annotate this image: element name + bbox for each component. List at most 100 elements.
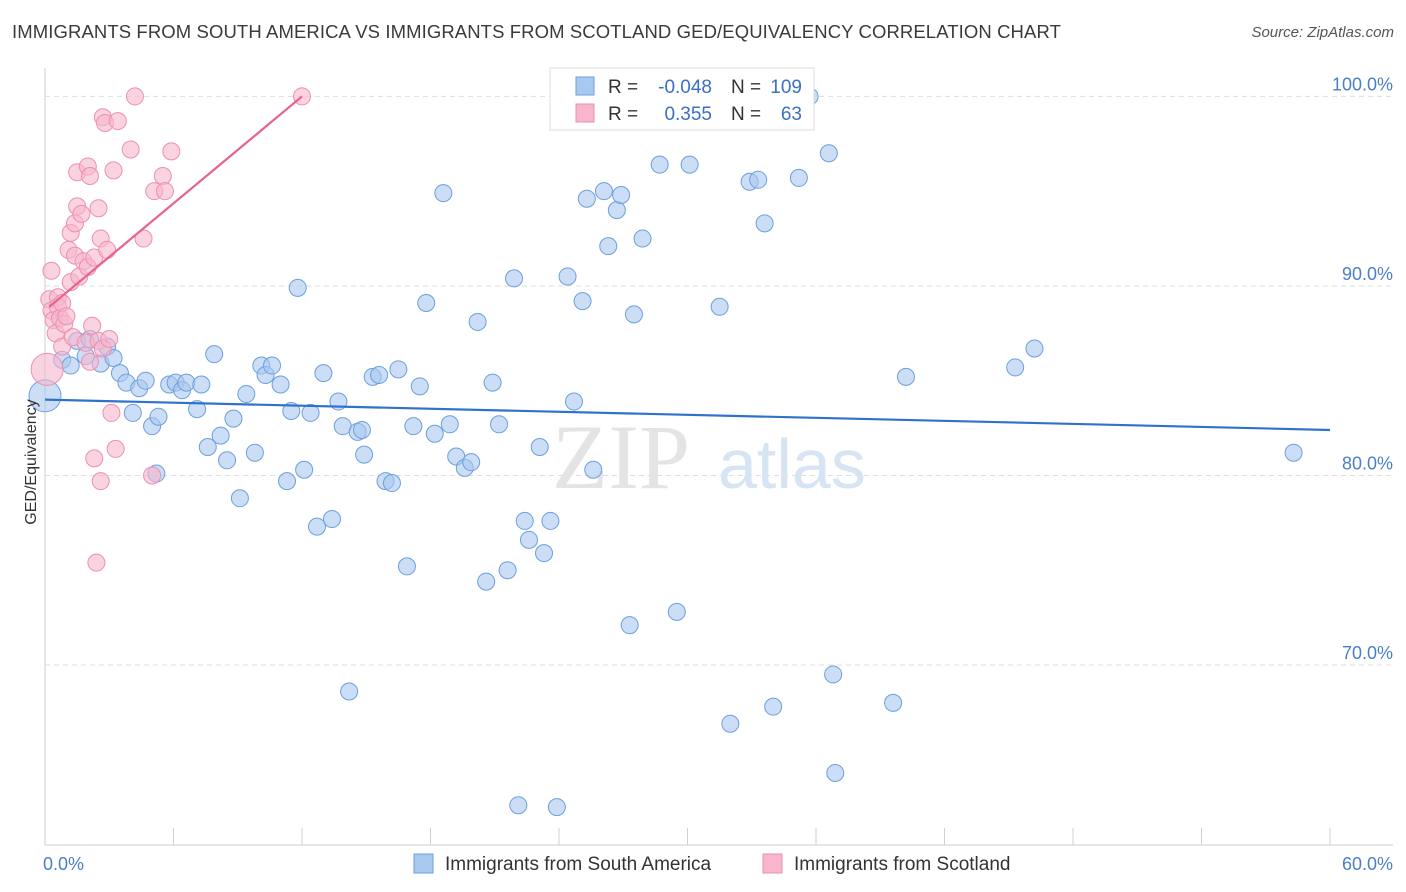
point-south-america: [295, 460, 314, 479]
point-south-america: [535, 544, 554, 563]
point-south-america: [607, 201, 626, 220]
point-scotland: [89, 199, 108, 218]
point-south-america: [477, 572, 496, 591]
point-south-america: [425, 424, 444, 443]
point-south-america: [789, 168, 808, 187]
point-south-america: [389, 360, 408, 379]
point-south-america: [530, 438, 549, 457]
data-points: [28, 87, 1303, 817]
stats-r-value-blue: -0.048: [658, 77, 712, 98]
point-south-america: [149, 407, 168, 426]
point-south-america: [468, 312, 487, 331]
point-south-america: [224, 409, 243, 428]
point-south-america: [564, 392, 583, 411]
point-south-america: [612, 185, 631, 204]
point-south-america: [370, 366, 389, 385]
point-south-america: [584, 460, 603, 479]
point-south-america: [667, 602, 686, 621]
point-south-america: [245, 443, 264, 462]
point-south-america: [192, 375, 211, 394]
point-scotland: [143, 466, 162, 485]
point-scotland: [162, 142, 181, 161]
point-south-america: [520, 530, 539, 549]
point-south-america: [282, 402, 301, 421]
point-south-america: [434, 184, 453, 203]
legend-swatch-scotland: [762, 853, 783, 874]
point-south-america: [211, 426, 230, 445]
point-south-america: [271, 375, 290, 394]
point-south-america: [721, 714, 740, 733]
y-tick-label: 80.0%: [1342, 453, 1393, 473]
point-south-america: [498, 561, 517, 580]
point-south-america: [123, 403, 142, 422]
point-south-america: [558, 267, 577, 286]
point-south-america: [314, 364, 333, 383]
y-axis-label: GED/Equivalency: [23, 399, 40, 524]
point-scotland: [125, 87, 144, 106]
stats-r-label-blue: R =: [608, 77, 638, 98]
point-south-america: [307, 517, 326, 536]
point-south-america: [301, 403, 320, 422]
stats-n-label-pink: N =: [731, 104, 761, 125]
point-south-america: [205, 345, 224, 364]
axes: [44, 68, 1393, 846]
point-south-america: [680, 155, 699, 174]
point-scotland: [108, 112, 127, 131]
point-south-america: [263, 356, 282, 375]
point-south-america: [198, 438, 217, 457]
point-south-america: [710, 297, 729, 316]
point-scotland: [153, 167, 172, 186]
point-south-america: [382, 474, 401, 493]
point-scotland: [87, 553, 106, 572]
point-south-america: [633, 229, 652, 248]
point-south-america: [333, 417, 352, 436]
point-south-america: [884, 693, 903, 712]
stats-n-value-blue: 109: [770, 77, 802, 98]
x-tick-label: 0.0%: [43, 854, 84, 874]
point-south-america: [573, 292, 592, 311]
point-south-america: [352, 420, 371, 439]
trend-line-south-america: [44, 398, 1331, 432]
gridlines: [45, 95, 1393, 666]
point-south-america: [515, 511, 534, 530]
point-scotland: [102, 403, 121, 422]
point-south-america: [1284, 443, 1303, 462]
point-south-america: [440, 415, 459, 434]
point-scotland: [100, 330, 119, 349]
point-south-america: [483, 373, 502, 392]
y-tick-label: 90.0%: [1342, 264, 1393, 284]
point-south-america: [541, 511, 560, 530]
point-scotland: [85, 449, 104, 468]
point-south-america: [1006, 358, 1025, 377]
point-south-america: [410, 377, 429, 396]
point-south-america: [764, 697, 783, 716]
point-scotland: [42, 261, 61, 280]
point-south-america: [577, 189, 596, 208]
point-south-america: [826, 763, 845, 782]
point-scotland: [155, 182, 174, 201]
y-tick-label: 100.0%: [1332, 74, 1393, 94]
point-south-america: [404, 417, 423, 436]
watermark-atlas: atlas: [718, 425, 866, 503]
point-south-america: [417, 293, 436, 312]
x-tick-label: 60.0%: [1342, 854, 1393, 874]
point-south-america: [462, 453, 481, 472]
point-south-america: [505, 269, 524, 288]
stats-n-value-pink: 63: [781, 104, 802, 125]
point-south-america: [594, 182, 613, 201]
point-scotland: [80, 352, 99, 371]
point-scotland: [106, 439, 125, 458]
stats-r-value-pink: 0.355: [664, 104, 712, 125]
point-south-america: [819, 144, 838, 163]
point-south-america: [824, 665, 843, 684]
point-scotland: [91, 472, 110, 491]
y-tick-label: 70.0%: [1342, 643, 1393, 663]
point-south-america: [230, 489, 249, 508]
trend-lines: [44, 95, 1331, 432]
legend-label-scotland: Immigrants from Scotland: [794, 854, 1010, 875]
point-south-america: [177, 373, 196, 392]
point-scotland: [80, 167, 99, 186]
stats-n-label-blue: N =: [731, 77, 761, 98]
point-south-america: [188, 400, 207, 419]
